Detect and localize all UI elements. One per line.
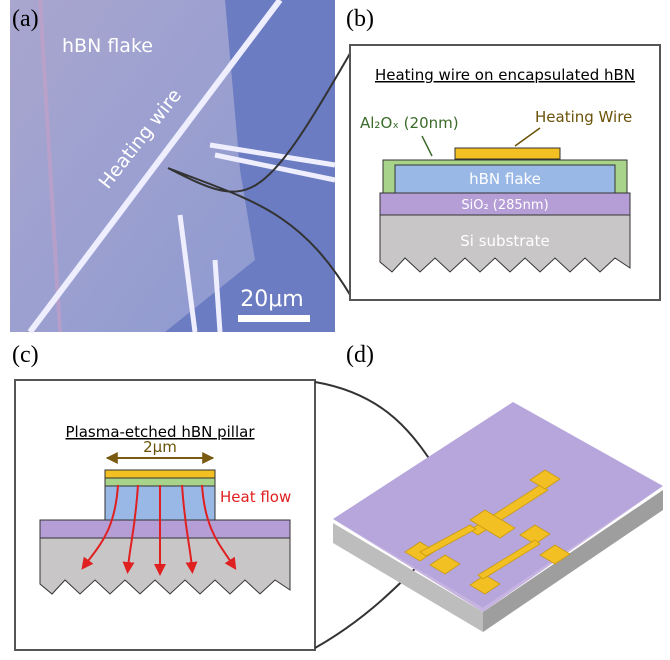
panel-label: (a): [12, 6, 39, 32]
si-layer: [40, 538, 290, 594]
sio2-layer: [40, 520, 290, 538]
flake-label: hBN flake: [62, 35, 153, 57]
heat-label: Heat flow: [220, 488, 291, 506]
pillar-alox: [105, 478, 215, 486]
wire-layer: [455, 148, 560, 159]
panel-d: (d): [333, 342, 663, 632]
scale-label: 20μm: [240, 287, 303, 312]
alox-label: Al₂Oₓ (20nm): [360, 114, 459, 132]
pillar-wire: [105, 470, 215, 478]
si-label: Si substrate: [460, 232, 549, 250]
wire-label: Heating Wire: [535, 108, 632, 126]
hbn-label: hBN flake: [469, 170, 541, 188]
panel-label: (b): [346, 6, 374, 32]
panel-label: (c): [12, 342, 39, 368]
substrate-top: [333, 402, 663, 608]
width-label: 2μm: [143, 438, 177, 456]
scale-bar: [238, 315, 310, 322]
figure: (a) hBN flake Heating wire 20μm (b) Heat…: [0, 0, 670, 660]
inset-title: Heating wire on encapsulated hBN: [375, 66, 635, 84]
panel-a: (a) hBN flake Heating wire 20μm: [10, 0, 352, 332]
panel-b: (b) Heating wire on encapsulated hBN hBN…: [346, 6, 660, 300]
sio2-label: SiO₂ (285nm): [461, 198, 548, 213]
panel-label: (d): [346, 342, 374, 368]
